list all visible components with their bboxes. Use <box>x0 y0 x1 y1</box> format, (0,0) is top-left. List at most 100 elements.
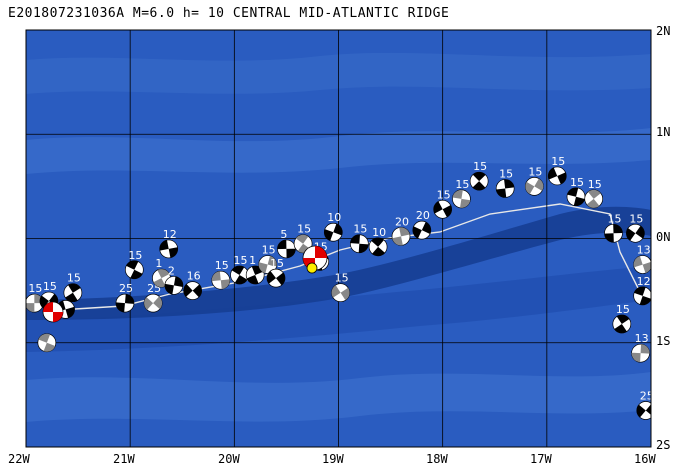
highlight-mechanism-quadrant-2 <box>53 312 63 322</box>
depth-label: 1 <box>155 257 162 270</box>
depth-label: 1 <box>249 254 256 267</box>
focal-mechanism: 15 <box>469 160 489 191</box>
target-mechanism-quadrant <box>315 246 327 258</box>
focal-mechanism: 20 <box>391 215 411 246</box>
mechanism-quadrant <box>548 167 567 185</box>
mechanism-quadrant <box>604 224 623 243</box>
depth-label: 25 <box>640 390 654 403</box>
lon-label-16w: 16W <box>634 452 656 466</box>
depth-label: 12 <box>637 275 651 288</box>
focal-mechanism: 12 <box>633 275 651 306</box>
mechanism-quadrant <box>626 225 645 241</box>
mechanism-quadrant <box>496 179 515 198</box>
depth-label: 10 <box>372 226 386 239</box>
depth-label: 12 <box>163 228 177 241</box>
lat-label-2s: 2S <box>656 438 671 452</box>
mechanism-quadrant <box>267 271 285 286</box>
depth-label: 15 <box>270 257 284 270</box>
mechanism-quadrant <box>324 223 343 241</box>
depth-label: 15 <box>455 178 469 191</box>
depth-label: 15 <box>128 249 142 262</box>
depth-label: 15 <box>353 223 367 236</box>
depth-label: 15 <box>528 165 542 178</box>
depth-label: 15 <box>28 282 42 295</box>
focal-mechanism: 25 <box>115 282 135 313</box>
mechanism-quadrant <box>258 255 277 274</box>
focal-mechanism: 15 <box>547 155 567 186</box>
focal-mechanism: 10 <box>368 226 388 257</box>
depth-label: 15 <box>629 212 643 225</box>
depth-label: 16 <box>187 270 201 283</box>
mechanism-quadrant <box>636 403 651 418</box>
lat-label-1s: 1S <box>656 334 671 348</box>
focal-mechanism: 16 <box>183 270 203 300</box>
mechanism-quadrant <box>331 285 350 301</box>
lat-label-0n: 0N <box>656 230 671 244</box>
depth-label: 20 <box>395 215 409 228</box>
focal-mechanism: 20 <box>412 209 432 240</box>
map-frame <box>25 29 652 448</box>
focal-mechanism: 15 <box>433 188 453 219</box>
focal-mechanism: 15 <box>349 223 369 254</box>
mechanism-quadrant <box>350 234 369 253</box>
depth-label: 15 <box>234 254 248 267</box>
mechanism-quadrant <box>159 240 178 258</box>
depth-label: 15 <box>616 303 630 316</box>
focal-mechanism: 12 <box>159 228 179 259</box>
focal-mechanism: 15 <box>331 272 350 303</box>
lon-label-18w: 18W <box>426 452 448 466</box>
focal-mechanism: 25 <box>636 390 654 420</box>
mechanism-quadrant <box>153 269 170 288</box>
depth-label: 15 <box>437 188 451 201</box>
focal-mechanism: 1 <box>245 254 265 285</box>
focal-mechanism: 13 <box>633 244 651 274</box>
mechanism-quadrant <box>39 293 58 309</box>
mechanism-quadrant <box>26 294 44 313</box>
highlight-mechanism-quadrant <box>43 302 53 312</box>
lon-label-20w: 20W <box>218 452 240 466</box>
depth-label: 5 <box>280 228 287 241</box>
depth-label: 10 <box>327 211 341 224</box>
page-title: E201807231036A M=6.0 h= 10 CENTRAL MID-A… <box>8 6 450 21</box>
depth-label: 20 <box>416 209 430 222</box>
mechanism-quadrant <box>295 234 311 253</box>
focal-mechanism: 15 <box>258 244 278 274</box>
depth-label: 15 <box>608 212 622 225</box>
focal-mechanism: 2 <box>164 264 184 295</box>
lon-label-19w: 19W <box>322 452 344 466</box>
lat-label-1n: 1N <box>656 125 671 139</box>
mechanism-quadrant <box>633 256 651 274</box>
focal-mechanism: 15 <box>566 176 586 207</box>
mechanism-quadrant <box>38 333 56 352</box>
focal-mechanism: 15 <box>266 257 286 288</box>
depth-label: 2 <box>168 264 175 277</box>
mechanism-quadrant <box>246 266 264 284</box>
focal-mechanism: 15 <box>495 167 515 198</box>
focal-mechanism: 13 <box>631 332 650 363</box>
depth-label: 15 <box>43 280 57 293</box>
focal-mechanism: 15 <box>230 254 249 285</box>
mechanism-quadrant <box>164 276 183 295</box>
depth-label: 15 <box>570 176 584 189</box>
focal-mechanism: 10 <box>323 211 343 242</box>
depth-label: 15 <box>551 155 565 168</box>
mechanism-quadrant <box>634 286 651 305</box>
focal-mechanism: 15 <box>124 249 144 280</box>
depth-label: 13 <box>637 244 651 257</box>
depth-label: 25 <box>119 282 133 295</box>
focal-mechanism: 15 <box>524 165 544 196</box>
mechanism-quadrant <box>614 315 630 333</box>
focal-mechanism: 15 <box>584 178 604 209</box>
focal-mechanism: 15 <box>452 178 471 209</box>
mechanism-quadrant <box>567 187 585 206</box>
depth-label: 15 <box>473 160 487 173</box>
mechanism-quadrant <box>211 271 230 290</box>
mechanism-quadrant <box>126 260 143 279</box>
mechanism-quadrant <box>115 294 134 313</box>
mechanism-quadrant <box>586 189 601 208</box>
mechanism-quadrant <box>144 296 163 310</box>
focal-mechanism: 15 <box>26 282 44 313</box>
focal-mechanism: 15 <box>604 212 623 243</box>
